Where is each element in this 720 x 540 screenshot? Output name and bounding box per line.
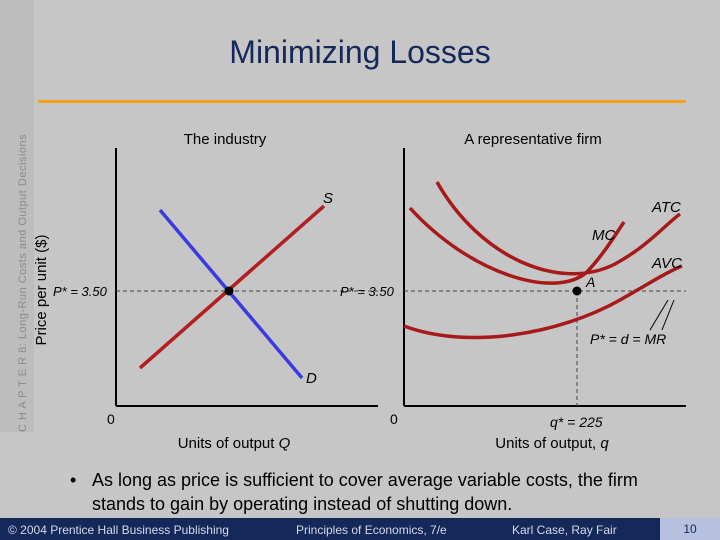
mr-label: P* = d = MR xyxy=(590,331,666,347)
industry-title: The industry xyxy=(184,131,267,148)
slide-footer: © 2004 Prentice Hall Business Publishing… xyxy=(0,518,720,540)
industry-price-label: P* = 3.50 xyxy=(53,284,108,299)
slide-title: Minimizing Losses xyxy=(229,34,491,70)
mr-label-pointer-2 xyxy=(649,299,669,331)
footer-book: Principles of Economics, 7/e xyxy=(296,523,447,537)
supply-curve xyxy=(138,204,326,370)
firm-title: A representative firm xyxy=(464,131,602,148)
demand-label: D xyxy=(306,370,317,387)
bullet-text: As long as price is sufficient to cover … xyxy=(92,470,638,514)
mr-label-pointer xyxy=(661,299,675,331)
y-axis-label: Price per unit ($) xyxy=(33,235,50,346)
firm-point-a xyxy=(572,286,582,296)
mc-curve xyxy=(408,206,626,285)
supply-label: S xyxy=(323,190,333,207)
avc-curve xyxy=(403,264,683,340)
cost-diagram: Price per unit ($) The industry S D P* =… xyxy=(33,131,686,452)
page-number: 10 xyxy=(660,518,720,540)
atc-label: ATC xyxy=(651,199,681,216)
chapter-sidebar: C H A P T E R 8: Long-Run Costs and Outp… xyxy=(0,0,34,432)
industry-equilibrium-point xyxy=(224,286,234,296)
firm-quantity-label: q* = 225 xyxy=(550,414,603,430)
industry-origin-label: 0 xyxy=(107,411,115,427)
title-divider xyxy=(38,100,686,103)
firm-x-axis-label: Units of output, q xyxy=(495,435,609,452)
firm-origin-label: 0 xyxy=(390,411,398,427)
atc-curve xyxy=(435,181,682,276)
point-a-label: A xyxy=(585,274,595,290)
industry-x-axis-label: Units of output Q xyxy=(178,435,291,452)
bullet-icon: • xyxy=(70,470,77,490)
footer-publisher: © 2004 Prentice Hall Business Publishing xyxy=(8,523,229,537)
firm-price-label: P* = 3.50 xyxy=(340,284,395,299)
avc-label: AVC xyxy=(651,255,682,272)
bullet-point: • As long as price is sufficient to cove… xyxy=(70,468,690,516)
mc-label: MC xyxy=(592,227,615,244)
footer-authors: Karl Case, Ray Fair xyxy=(512,523,617,537)
